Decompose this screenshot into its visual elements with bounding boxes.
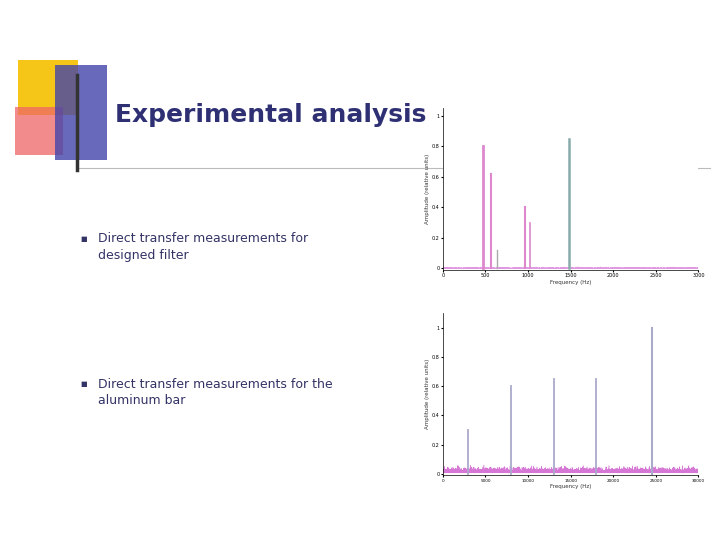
Bar [18,60,78,115]
Text: designed filter: designed filter [98,248,189,261]
Text: Experimental analysis: Experimental analysis [115,103,426,127]
Bar [15,107,63,155]
X-axis label: Frequency (Hz): Frequency (Hz) [550,280,591,285]
Text: Direct transfer measurements for the: Direct transfer measurements for the [98,377,333,390]
Text: Direct transfer measurements for: Direct transfer measurements for [98,233,308,246]
Text: ■: ■ [80,381,86,387]
Y-axis label: Amplitude (relative units): Amplitude (relative units) [426,154,430,224]
X-axis label: Frequency (Hz): Frequency (Hz) [550,484,591,489]
Y-axis label: Amplitude (relative units): Amplitude (relative units) [426,359,430,429]
Text: ■: ■ [80,236,86,242]
Bar [55,65,107,160]
Text: aluminum bar: aluminum bar [98,394,185,407]
